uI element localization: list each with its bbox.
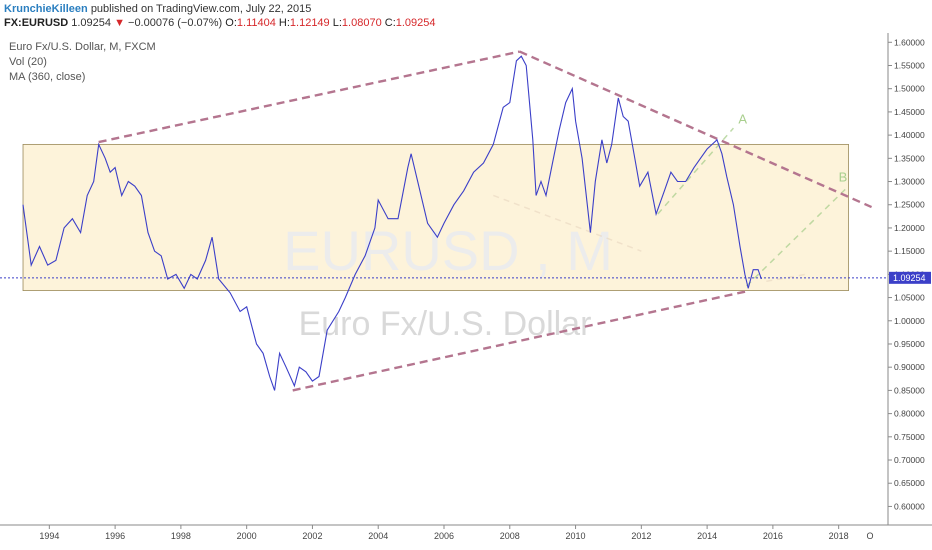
watermark-symbol: EURUSD , M	[283, 219, 613, 282]
close-value: 1.09254	[395, 17, 436, 29]
down-arrow-icon: ▼	[114, 17, 125, 29]
y-tick-label: 0.80000	[894, 409, 925, 419]
y-tick-label: 1.60000	[894, 37, 925, 47]
y-tick-label: 1.40000	[894, 130, 925, 140]
x-tick-label: 2018	[829, 531, 849, 541]
x-tick-label: 1994	[39, 531, 59, 541]
x-tick-label: 2006	[434, 531, 454, 541]
y-tick-label: 0.65000	[894, 478, 925, 488]
x-tick-label: 2008	[500, 531, 520, 541]
x-tick-label: 2014	[697, 531, 717, 541]
author-link[interactable]: KrunchieKilleen	[4, 3, 88, 15]
y-tick-label: 1.20000	[894, 223, 925, 233]
published-text: published on TradingView.com, July 22, 2…	[90, 3, 312, 15]
last-price-badge-text: 1.09254	[893, 273, 926, 283]
y-tick-label: 1.30000	[894, 177, 925, 187]
projection-line-3[interactable]	[493, 194, 642, 252]
legend-title[interactable]: Euro Fx/U.S. Dollar, M, FXCM	[9, 41, 156, 53]
high-value: 1.12149	[289, 17, 330, 29]
last-price-badge-bg	[889, 271, 931, 284]
x-tick-label: 2016	[763, 531, 783, 541]
projection-line-4[interactable]	[766, 273, 806, 283]
indicator-legend: Euro Fx/U.S. Dollar, M, FXCM Vol (20) MA…	[9, 40, 156, 85]
quote-bar: FX:EURUSD 1.09254 ▼ −0.00076 (−0.07%) O:…	[4, 16, 436, 30]
y-tick-label: 0.95000	[894, 339, 925, 349]
y-tick-label: 0.70000	[894, 455, 925, 465]
open-label: O:	[225, 17, 237, 29]
y-tick-label: 1.45000	[894, 107, 925, 117]
trend-line-1[interactable]	[98, 50, 520, 144]
y-tick-label: 1.50000	[894, 84, 925, 94]
y-tick-label: 1.35000	[894, 153, 925, 163]
change-value: −0.00076 (−0.07%)	[128, 17, 223, 29]
y-tick-label: 1.05000	[894, 293, 925, 303]
x-axis-extra-label: O	[866, 531, 873, 541]
x-tick-label: 2004	[368, 531, 388, 541]
label-a: A	[738, 112, 747, 127]
y-tick-label: 0.85000	[894, 385, 925, 395]
y-tick-label: 0.60000	[894, 501, 925, 511]
last-price: 1.09254	[71, 17, 111, 29]
low-label: L:	[332, 17, 342, 29]
x-tick-label: 2002	[302, 531, 322, 541]
high-label: H:	[278, 17, 290, 29]
y-tick-label: 0.75000	[894, 432, 925, 442]
time-axis[interactable]: 1994 1996 1998 2000 2002 2004 2006 2008 2010 2012…	[39, 525, 874, 541]
x-tick-label: 2000	[237, 531, 257, 541]
publish-header: KrunchieKilleen published on TradingView…	[4, 2, 311, 16]
last-price-badge: 1.09254	[889, 271, 931, 284]
projection-line-1[interactable]	[657, 127, 734, 215]
low-value: 1.08070	[341, 17, 382, 29]
y-tick-label: 1.00000	[894, 316, 925, 326]
y-tick-label: 0.90000	[894, 362, 925, 372]
legend-volume[interactable]: Vol (20)	[9, 56, 47, 68]
open-value: 1.11404	[236, 17, 276, 29]
price-line[interactable]	[22, 55, 762, 391]
y-tick-label: 1.25000	[894, 200, 925, 210]
x-tick-label: 1998	[171, 531, 191, 541]
watermark-name: Euro Fx/U.S. Dollar	[299, 305, 592, 343]
x-tick-label: 2012	[631, 531, 651, 541]
close-label: C:	[384, 17, 396, 29]
x-tick-label: 1996	[105, 531, 125, 541]
y-tick-label: 1.55000	[894, 60, 925, 70]
projection-line-2[interactable]	[746, 185, 850, 287]
consolidation-zone[interactable]	[22, 143, 849, 292]
legend-ma[interactable]: MA (360, close)	[9, 71, 86, 83]
label-b: B	[839, 170, 848, 185]
x-tick-label: 2010	[566, 531, 586, 541]
symbol-label[interactable]: FX:EURUSD	[4, 17, 69, 29]
y-tick-label: 1.15000	[894, 246, 925, 256]
